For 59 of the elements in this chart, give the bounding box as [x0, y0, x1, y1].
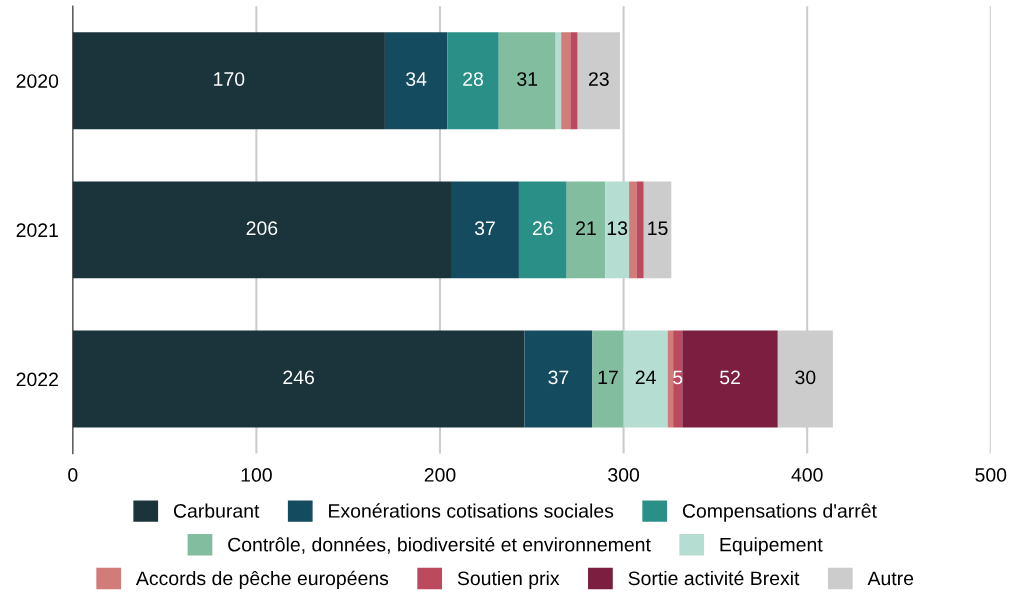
bar [623, 330, 668, 428]
bar [566, 181, 606, 279]
bar [643, 181, 672, 279]
bar [682, 330, 778, 428]
data-label: 206 [246, 221, 278, 236]
bar [72, 181, 451, 279]
data-label: 31 [517, 72, 538, 86]
y-tick-label: 2020 [16, 74, 59, 88]
bar [384, 32, 448, 130]
legend-label: Sortie activité Brexit [628, 570, 800, 586]
data-label: 52 [720, 370, 740, 385]
data-label: 170 [214, 72, 245, 86]
legend-label: Equipement [720, 537, 823, 556]
bar [524, 330, 593, 428]
bar [673, 330, 683, 428]
legend-label: Soutien prix [457, 570, 560, 590]
legend-label: Compensations d'arrêt [682, 503, 877, 522]
bar [498, 32, 556, 130]
legend-label: Exonérations cotisations sociales [329, 503, 614, 518]
bar [561, 32, 571, 130]
bar [667, 330, 674, 428]
x-tick-label: 300 [608, 468, 640, 482]
legend-label: Accords de pêche européens [135, 570, 389, 590]
data-label: 23 [588, 72, 609, 86]
x-tick-label: 100 [241, 468, 272, 482]
data-label: 37 [474, 221, 495, 236]
data-label: 15 [648, 221, 668, 236]
bar [72, 330, 525, 428]
bar [577, 32, 620, 130]
bar [447, 32, 499, 130]
data-label: 34 [406, 72, 427, 86]
data-label: 17 [598, 370, 618, 385]
bar [555, 32, 562, 130]
bar [72, 32, 385, 130]
x-tick-label: 200 [424, 468, 456, 482]
legend-label: Contrôle, données, biodiversité et environnement [228, 537, 651, 554]
data-label: 246 [283, 370, 314, 385]
y-tick-label: 2021 [16, 223, 58, 238]
data-label: 28 [463, 72, 483, 86]
data-label: 26 [532, 221, 553, 236]
data-label: 24 [635, 370, 656, 385]
bar [592, 330, 624, 428]
bar [451, 181, 519, 279]
data-label: 30 [795, 370, 816, 385]
y-tick-label: 2022 [16, 372, 58, 387]
bar [570, 32, 578, 130]
data-label: 37 [548, 370, 569, 385]
legend-label: Carburant [173, 503, 260, 518]
bar [518, 181, 567, 279]
legend-label: Autre [867, 571, 914, 586]
bar [636, 181, 644, 279]
data-label: 5 [673, 370, 683, 385]
data-label: 21 [576, 221, 596, 235]
x-tick-label: 0 [68, 468, 78, 482]
x-tick-label: 500 [975, 468, 1007, 482]
data-label: 13 [607, 221, 628, 236]
bar [629, 181, 637, 279]
bar [605, 181, 630, 279]
x-tick-label: 400 [791, 468, 823, 482]
